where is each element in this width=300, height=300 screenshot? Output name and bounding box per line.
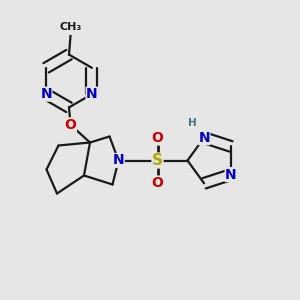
Text: N: N (86, 87, 98, 101)
Text: H: H (188, 118, 197, 128)
Text: CH₃: CH₃ (59, 22, 82, 32)
Text: N: N (198, 131, 210, 145)
Text: O: O (64, 118, 76, 132)
Text: N: N (113, 154, 124, 167)
Text: S: S (152, 153, 163, 168)
Text: N: N (40, 87, 52, 101)
Text: O: O (152, 176, 164, 190)
Text: O: O (152, 131, 164, 145)
Text: N: N (225, 168, 237, 182)
